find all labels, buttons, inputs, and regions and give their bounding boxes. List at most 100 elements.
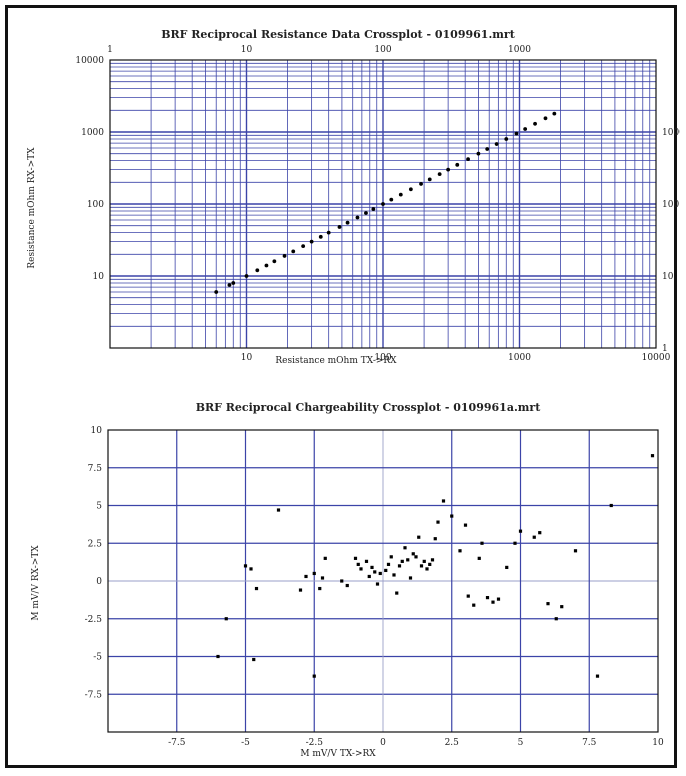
chart1-y-tick-label-left: 10 [93,272,105,282]
chart2-data-point [554,617,558,621]
chart1-y-tick-label-left: 1000 [81,128,104,138]
figure-canvas: BRF Reciprocal Resistance Data Crossplot… [27,28,680,759]
chart2-data-point [254,586,259,591]
chart1-data-point [301,244,306,249]
chart1-data-point [337,225,342,229]
chart1-data-point [543,116,548,121]
chart2-x-tick-label: 10 [652,738,664,748]
chart2-data-point [397,564,402,568]
chart1-data-point [466,157,470,162]
chart2-data-point [408,576,413,580]
chart2-data-point [276,508,281,512]
chart2-data-point [386,562,391,566]
chart2-data-point [359,567,363,571]
chart2-data-point [477,556,481,560]
chart2-data-point [463,523,468,527]
chart2-data-point [425,567,429,571]
chart1-data-point [264,263,269,268]
chart1-data-point [309,239,314,244]
chart2-data-point [224,617,228,621]
chart2-data-point [411,552,415,556]
chart1-data-point [504,137,509,141]
chart2-data-point [323,556,327,560]
chart2-data-point [485,596,490,600]
chart1-data-point [371,207,376,211]
chart2-data-point [367,574,371,579]
chart2-data-point [560,605,564,609]
chart2-x-tick-label: 0 [380,738,386,748]
chart1-y-tick-label-left: 100 [87,200,104,210]
chart2-data-point [356,562,360,566]
chart2-y-tick-label: 10 [91,426,103,436]
chart1-x-tick-label-top: 1000 [508,45,531,55]
chart2-data-point [538,531,542,535]
chart2-data-point [472,603,476,607]
chart2-data-point [395,591,399,595]
chart2-data-point [375,582,380,586]
chart1-y-axis-label: Resistance mOhm RX->TX [27,147,37,269]
chart2-points [216,454,655,678]
chart1-data-point [272,259,277,264]
chart1-y-tick-label-right: 100 [662,200,679,210]
chart2-x-tick-label: -2.5 [306,738,324,748]
chart2-y-tick-label: 2.5 [88,539,103,549]
chart1-data-point [345,220,350,225]
chart1-data-point [485,147,490,151]
chart2-data-point [249,567,253,571]
chart2-data-point [480,541,484,545]
chart1-x-tick-label-top: 10 [241,45,253,55]
chart1-data-point [552,111,557,116]
chart2-data-point [518,529,523,533]
chart2-data-point [353,556,358,560]
chart1-data-point [446,167,451,172]
chart1-data-point [244,274,249,278]
chart2-data-point [340,579,344,583]
chart1-data-point [326,230,331,235]
chart2-data-point [505,565,509,570]
chart1-data-point [355,215,360,220]
chart2-y-tick-label: 5 [96,502,102,512]
chart1-y-tick-label-right: 1000 [662,128,680,138]
chart1-x-tick-label-bottom: 10 [241,353,253,363]
chart2-plot-border [107,429,659,733]
chart1-y-tick-label-right: 10 [662,272,674,282]
chart1-data-point [427,177,432,182]
chart2-data-point [389,555,393,559]
chart1-data-point [455,162,460,167]
chart2-x-tick-label: -7.5 [168,738,186,748]
chart2-data-point [441,499,446,503]
chart2-y-tick-label: -5 [93,653,102,663]
chart2-tick-labels: -7.5 -5 -2.5 0 2.5 5 7.5 10 10 7.5 5 2.5 0 -2.5 -5 -7.5 [85,426,664,748]
chart1-data-point [364,211,368,215]
chart2-data-point [595,674,600,678]
chart1-data-point [494,142,499,146]
chart2-x-tick-label: 5 [518,738,524,748]
chart2-data-point [422,559,426,563]
chart2-data-point [414,555,418,559]
chart2-data-point [406,558,410,562]
chart2-data-point [466,594,470,598]
chart2-data-point [243,564,248,568]
chart2-data-point [400,559,404,563]
chart2-data-point [433,537,437,541]
chart2-x-tick-label: -5 [241,738,250,748]
chart1-data-point [389,197,394,202]
chart2-data-point [458,549,462,553]
chart1-data-point [514,131,519,136]
chart2-data-point [345,583,349,588]
chart2-data-point [532,535,536,539]
chart2-data-point [304,574,308,579]
chart2-data-point [318,586,322,591]
chart1-data-point [227,283,232,287]
chart1-x-axis-label: Resistance mOhm TX->RX [275,356,397,366]
chart2-data-point [573,549,578,553]
chart1-data-point [318,234,323,239]
chart2-data-point [320,576,325,580]
figure-frame: BRF Reciprocal Resistance Data Crossplot… [5,5,680,768]
chart1-x-tick-label-bottom: 10000 [642,353,671,363]
chart1-data-point [282,254,287,258]
chart2-y-axis-label: M mV/V RX->TX [31,545,41,621]
chart2-data-point [496,597,501,601]
chart2-data-point [392,573,396,577]
chart1-data-point [255,268,260,273]
